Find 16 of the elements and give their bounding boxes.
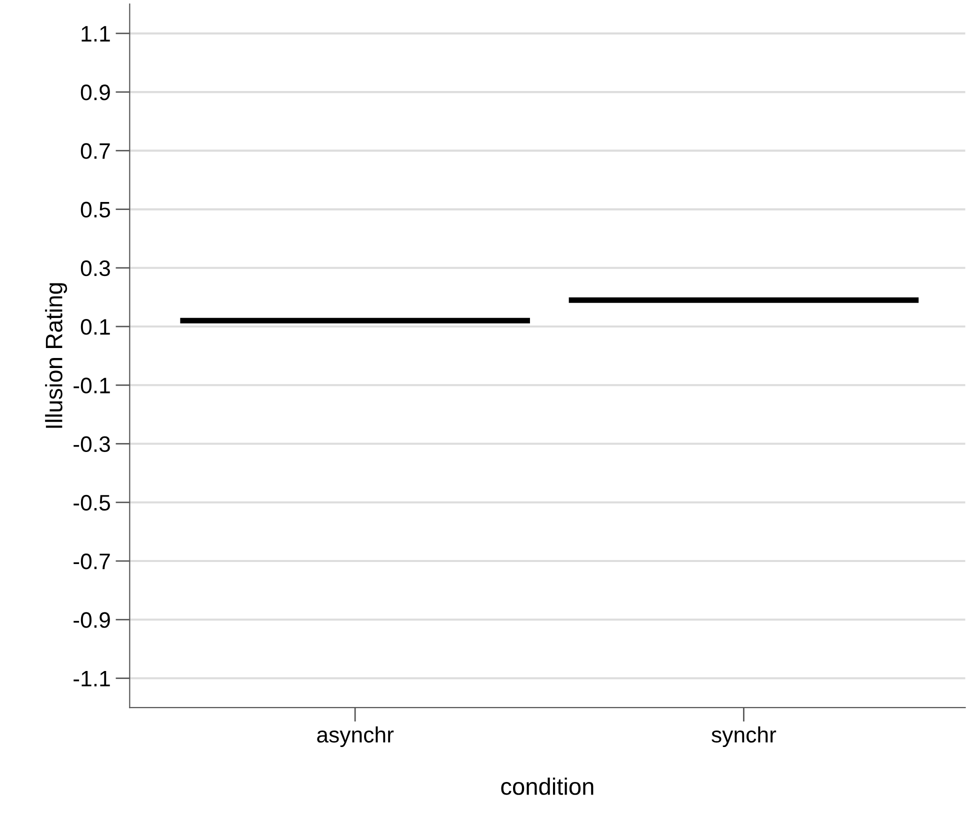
y-tick-label: -0.5 — [74, 494, 110, 511]
x-tick-label: asynchr — [317, 726, 394, 748]
y-tick-label: -0.1 — [74, 378, 110, 394]
y-tick-label: 0.3 — [80, 260, 110, 276]
y-axis-title: Illusion Rating — [45, 283, 68, 428]
x-axis-title: condition — [501, 778, 594, 795]
y-tick-label: 0.7 — [80, 143, 110, 159]
y-tick-label: 0.1 — [80, 319, 110, 335]
y-tick-label: 0.5 — [80, 202, 110, 218]
y-tick-label: -0.7 — [74, 554, 110, 570]
y-tick-label: -1.1 — [74, 671, 110, 686]
y-tick-label: 1.1 — [82, 26, 110, 42]
x-tick-label: synchr — [712, 726, 776, 748]
y-tick-label: 0.9 — [80, 84, 110, 100]
y-tick-label: -0.9 — [74, 612, 110, 628]
y-tick-label: -0.3 — [74, 436, 110, 452]
